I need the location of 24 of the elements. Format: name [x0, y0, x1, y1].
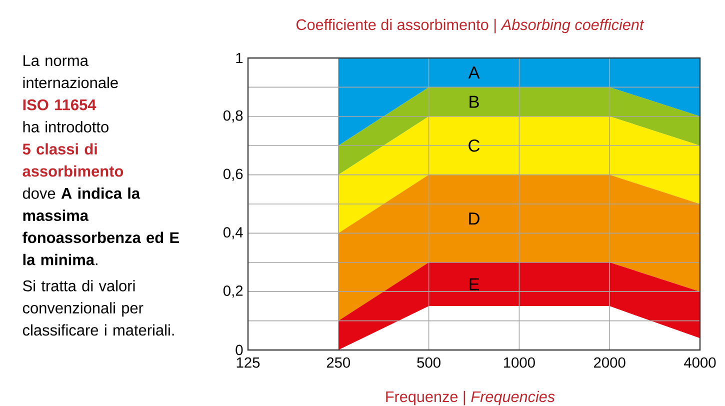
x-axis-title: Frequenze | Frequencies [386, 390, 555, 406]
y-tick-label: 0,6 [223, 168, 243, 181]
series-label: E [470, 278, 480, 290]
text: ha introdotto [23, 121, 108, 132]
y-tick-label: 0,4 [223, 227, 243, 240]
x-tick-label: 250 [326, 357, 350, 368]
text: Si tratta di valori convenzionali per classificare i materiali. [22, 280, 174, 336]
y-tick-label: 0,2 [223, 286, 243, 298]
chart-title: Coefficiente di assorbimento | Absorbing coefficient [296, 18, 644, 34]
y-tick-label: 0,8 [223, 110, 243, 122]
text: La norma internazionale [23, 55, 118, 88]
x-tick-label: 125 [236, 357, 260, 368]
series-label: B [470, 96, 479, 108]
series-label: D [469, 212, 480, 225]
x-tick-label: 2000 [594, 357, 626, 368]
text: 5 classi di assorbimento [22, 143, 124, 177]
series-label: A [468, 66, 480, 79]
y-tick-label: 0 [236, 344, 243, 356]
x-tick-label: 500 [417, 357, 440, 368]
y-tick-label: 1 [236, 52, 243, 64]
text: dove A indica la massima fonoassorbenza ed E la minima. [22, 187, 179, 266]
text: ISO 11654 [23, 99, 96, 110]
x-tick-label: 4000 [684, 357, 716, 368]
x-tick-label: 1000 [504, 357, 535, 368]
